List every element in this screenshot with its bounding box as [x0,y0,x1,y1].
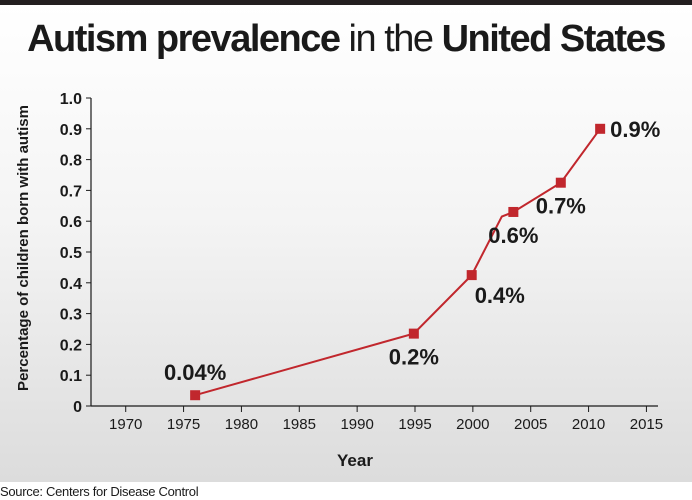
chart-title: Autism prevalence in the United States [0,18,692,61]
data-point-marker [555,177,566,188]
x-tick-label: 1990 [340,416,373,433]
y-tick-label: 0.1 [60,368,82,385]
x-axis-title: Year [337,451,373,470]
y-tick-label: 0 [73,399,82,416]
data-point-marker [595,123,606,134]
data-label: 0.04% [164,360,226,385]
data-label: 0.2% [389,345,439,370]
x-tick-label: 1995 [398,416,431,433]
y-axis-ticks: 0 0.1 0.2 0.3 0.4 0.5 0.6 0.7 0.8 0.9 1.0 [60,91,91,416]
data-point-marker [508,206,519,217]
y-tick-label: 0.3 [60,307,82,324]
data-label: 0.6% [488,223,538,248]
y-tick-label: 1.0 [60,91,82,108]
data-point-marker [190,390,201,401]
data-label: 0.7% [536,194,586,219]
x-tick-label: 2015 [630,416,663,433]
y-tick-label: 0.5 [60,245,82,262]
x-tick-label: 1975 [167,416,200,433]
data-label: 0.9% [610,117,660,142]
title-part-autism-prevalence: Autism prevalence [27,18,341,60]
y-tick-label: 0.2 [60,337,82,354]
data-label: 0.4% [475,283,525,308]
data-point-marker [466,270,477,281]
y-tick-label: 0.8 [60,153,82,170]
x-tick-label: 2005 [514,416,547,433]
series-group [190,123,606,401]
y-tick-label: 0.9 [60,122,82,139]
x-tick-label: 1970 [109,416,142,433]
x-tick-label: 2010 [572,416,605,433]
top-border [0,0,692,5]
data-point-marker [408,328,419,339]
y-tick-label: 0.4 [60,276,82,293]
x-axis-ticks: 1970 1975 1980 1985 1990 1995 2000 2005 2010 2015 [109,406,663,433]
x-tick-label: 1985 [283,416,316,433]
y-axis-title: Percentage of children born with autism [15,105,32,391]
title-part-united-states: United States [441,18,667,60]
y-tick-label: 0.6 [60,214,82,231]
x-tick-label: 1980 [225,416,258,433]
data-labels-group: 0.04% 0.2% 0.4% 0.6% 0.7% 0.9% [164,117,660,385]
y-tick-label: 0.7 [60,183,82,200]
chart-panel [0,5,692,482]
x-tick-label: 2000 [456,416,489,433]
source-note: Source: Centers for Disease Control [0,484,199,499]
title-part-in-the: in the [339,18,442,60]
